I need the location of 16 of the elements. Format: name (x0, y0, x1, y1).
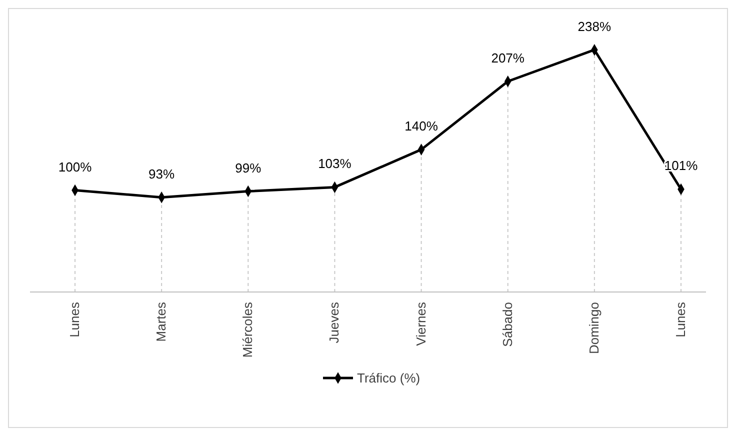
data-label: 93% (148, 166, 176, 182)
x-tick-label: Lunes (67, 302, 82, 338)
data-label: 238% (578, 18, 612, 34)
data-label: 140% (404, 118, 438, 134)
x-tick-label: Domingo (586, 302, 602, 354)
x-tick-label: Martes (154, 302, 169, 342)
x-tick-label: Miércoles (240, 302, 256, 358)
x-tick-label: Viernes (413, 302, 428, 346)
legend-label: Tráfico (%) (357, 370, 420, 386)
data-label: 100% (58, 159, 92, 174)
x-tick-label: Lunes (673, 302, 688, 338)
data-label: 99% (235, 160, 262, 176)
x-tick-label: Sábado (500, 302, 515, 347)
data-label: 207% (491, 50, 525, 66)
data-label: 103% (318, 156, 352, 172)
x-tick-label: Jueves (326, 302, 342, 344)
